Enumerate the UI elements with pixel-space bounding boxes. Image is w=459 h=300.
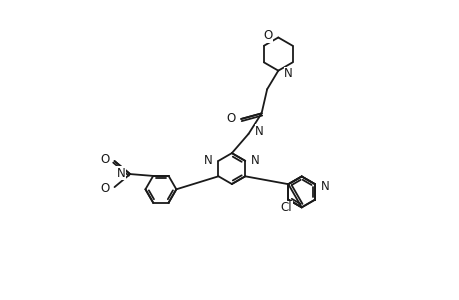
- Text: O: O: [226, 112, 235, 125]
- Text: N: N: [255, 125, 263, 138]
- Text: O: O: [263, 29, 272, 42]
- Text: N: N: [203, 154, 212, 167]
- Text: Cl: Cl: [280, 201, 291, 214]
- Text: N: N: [320, 179, 329, 193]
- Text: N: N: [251, 154, 259, 167]
- Text: O: O: [100, 182, 109, 195]
- Text: N: N: [284, 67, 292, 80]
- Text: O: O: [100, 153, 109, 166]
- Text: N: N: [116, 167, 125, 180]
